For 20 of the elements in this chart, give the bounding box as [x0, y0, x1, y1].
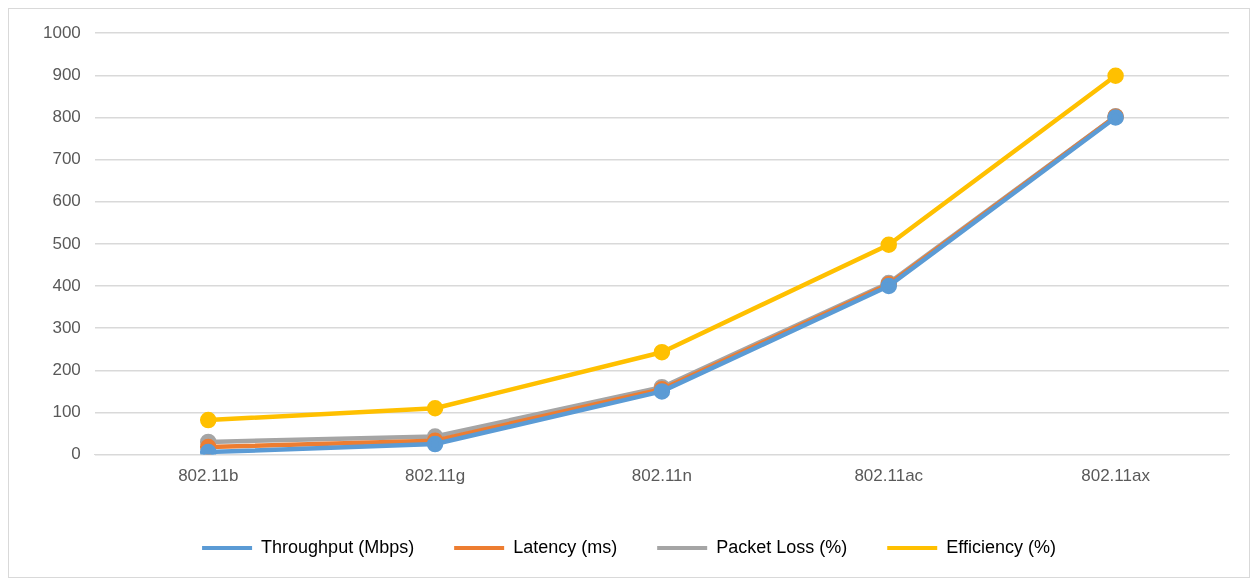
- x-tick-label: 802.11b: [178, 466, 239, 486]
- x-tick-label: 802.11ax: [1081, 466, 1151, 486]
- legend-label: Efficiency (%): [946, 536, 1056, 557]
- y-tick-label: 900: [52, 65, 81, 85]
- x-tick-label: 802.11n: [631, 466, 693, 486]
- y-tick-label: 1000: [42, 22, 81, 42]
- y-tick-label: 500: [52, 233, 81, 253]
- y-tick-label: 100: [52, 402, 81, 422]
- y-tick-label: 600: [52, 191, 81, 211]
- x-tick-label: 802.11ac: [854, 466, 924, 486]
- y-tick-label: 800: [52, 107, 81, 127]
- y-tick-label: 200: [52, 360, 81, 380]
- legend-label: Throughput (Mbps): [261, 536, 415, 557]
- y-tick-label: 700: [52, 149, 81, 169]
- legend-label: Packet Loss (%): [716, 536, 848, 557]
- y-tick-label: 400: [52, 275, 81, 295]
- y-tick-label: 0: [71, 444, 81, 464]
- legend-label: Latency (ms): [513, 536, 618, 557]
- y-tick-label: 300: [52, 317, 81, 337]
- x-tick-label: 802.11g: [404, 466, 466, 486]
